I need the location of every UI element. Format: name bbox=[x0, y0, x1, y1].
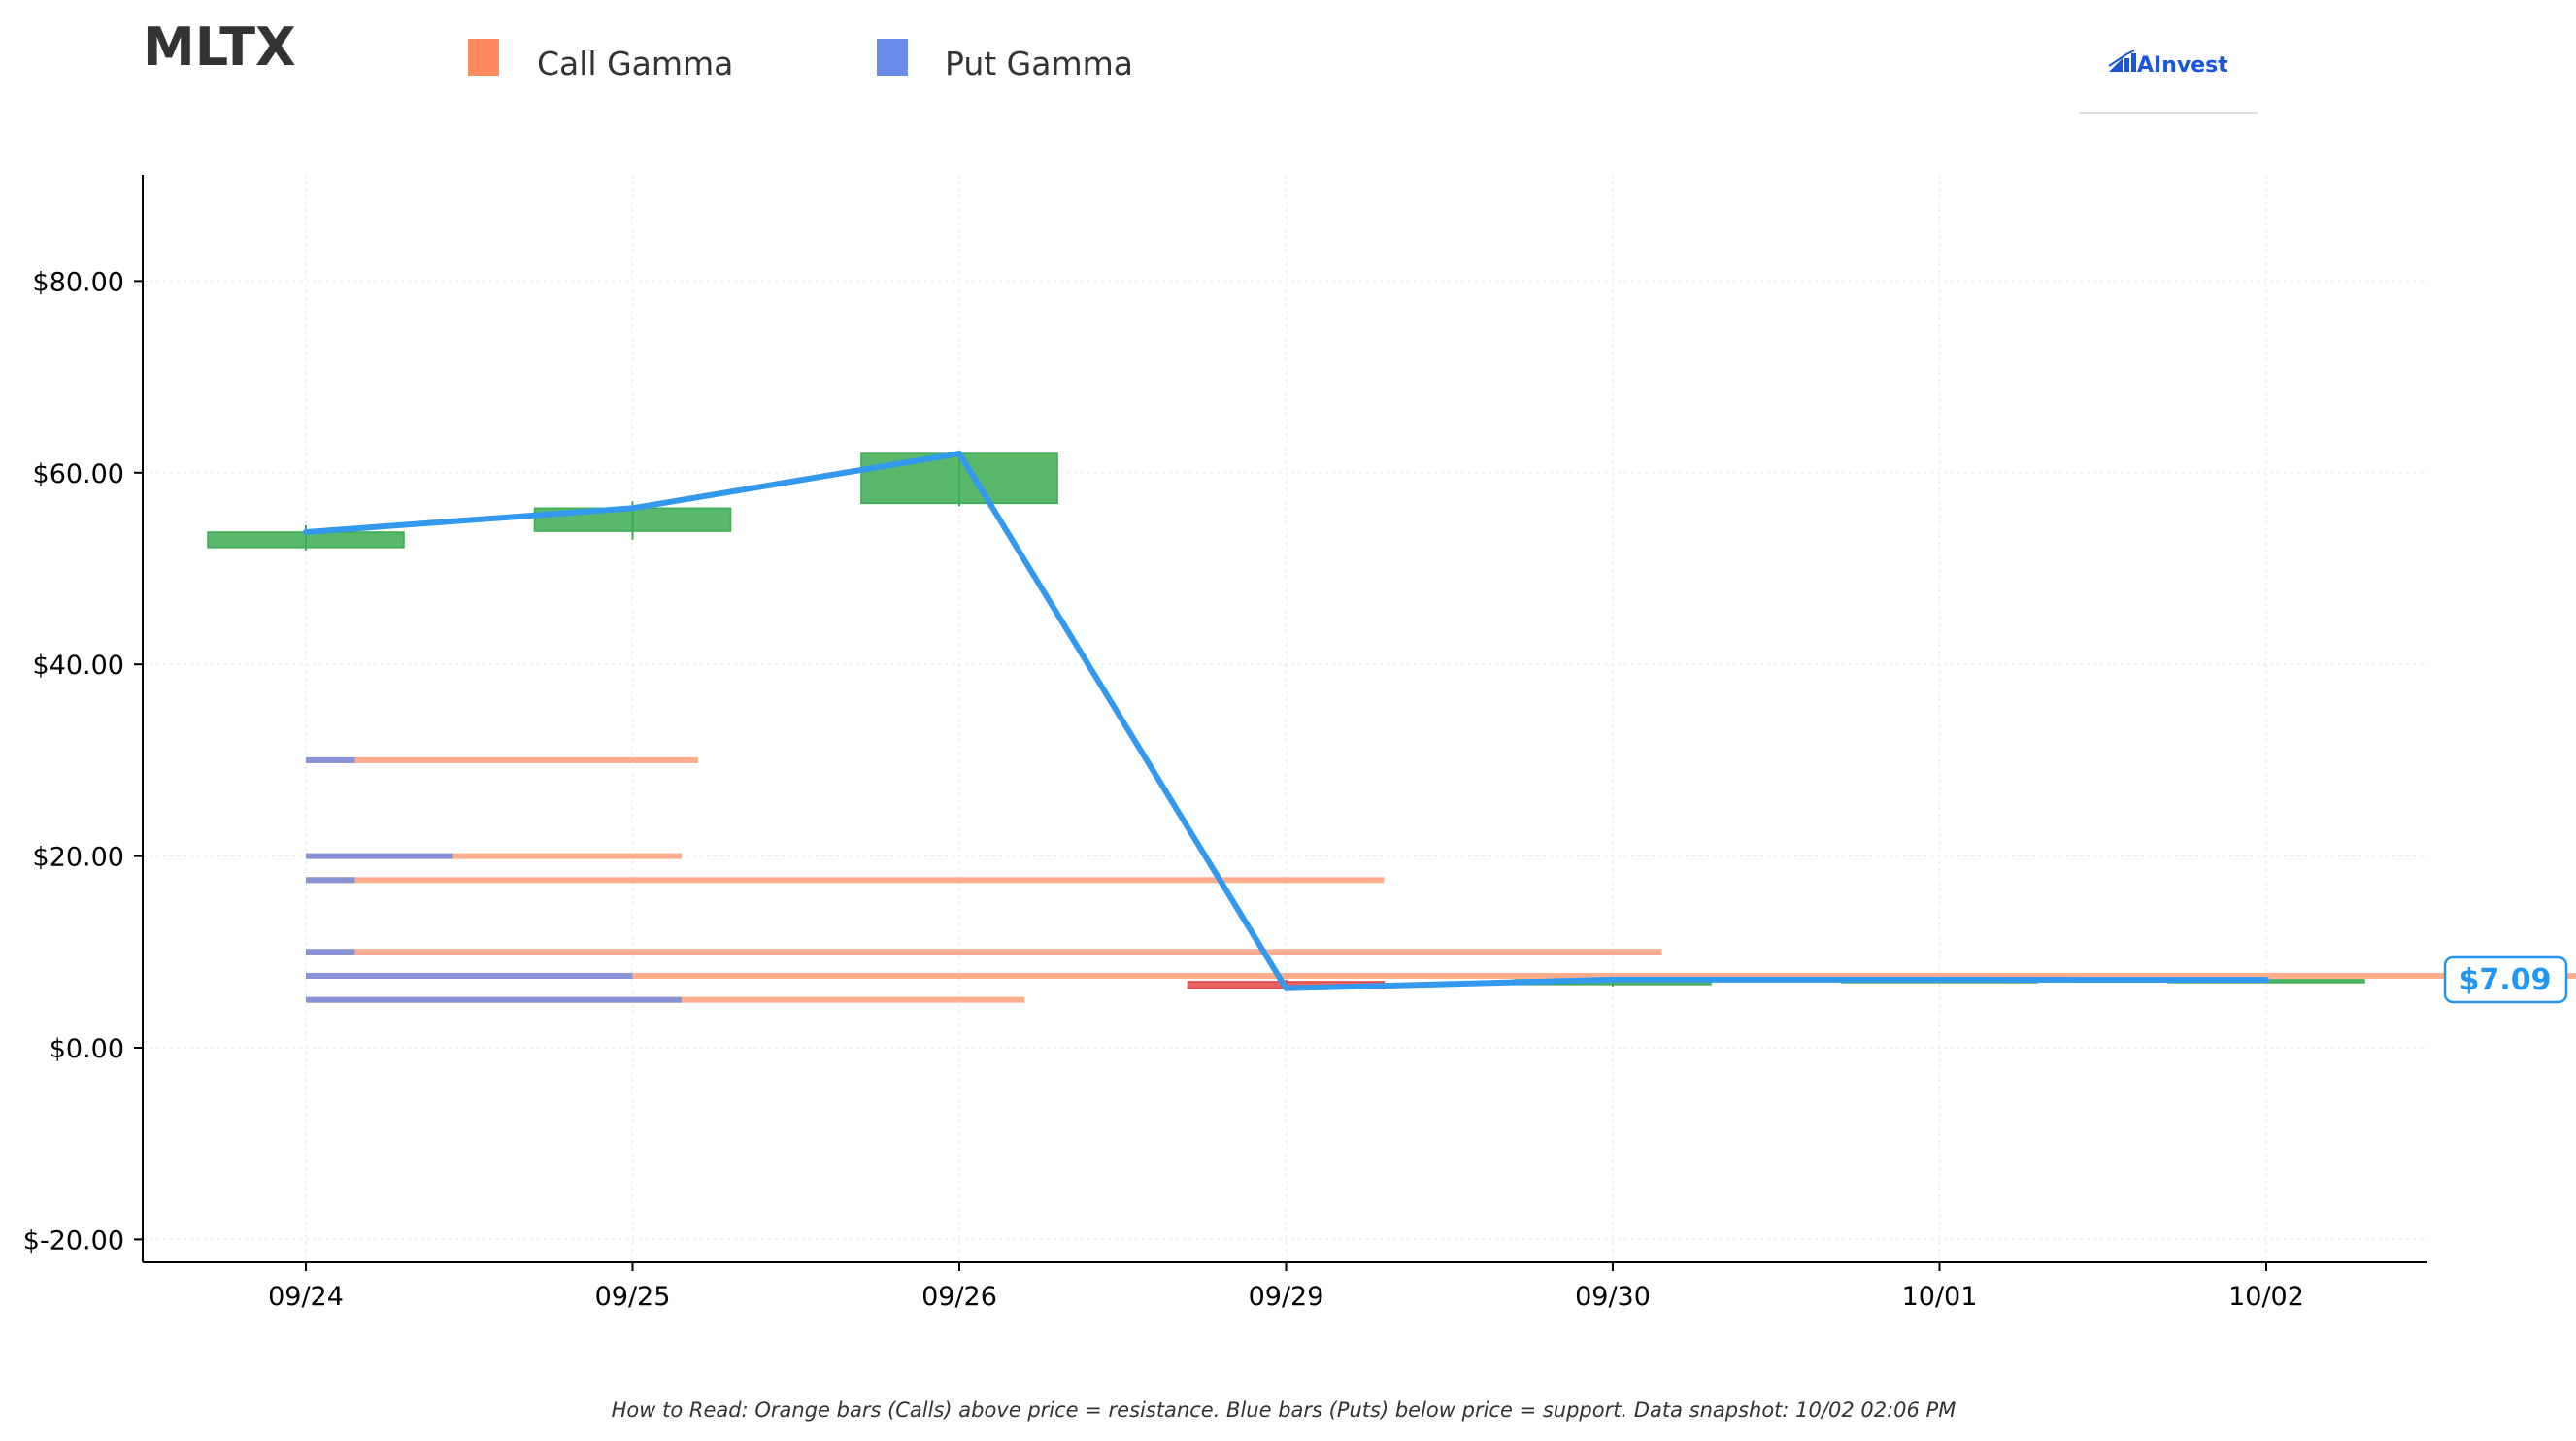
call-gamma-bar-3 bbox=[306, 949, 1662, 955]
y-tick-label-2: $20.00 bbox=[33, 843, 124, 873]
put-gamma-bar-1 bbox=[306, 853, 453, 859]
x-tick-label-0: 09/24 bbox=[268, 1282, 344, 1312]
put-gamma-bar-0 bbox=[306, 756, 355, 763]
call-gamma-bar-1 bbox=[306, 853, 682, 859]
y-axis-ticks: $-20.00 $0.00 $20.00 $40.00 $60.00 $80.00 bbox=[23, 267, 143, 1256]
brand-name: AInvest bbox=[2137, 53, 2228, 78]
axes bbox=[142, 175, 2427, 1263]
y-tick-label-4: $60.00 bbox=[33, 459, 124, 489]
x-tick-label-6: 10/02 bbox=[2228, 1282, 2304, 1312]
x-tick-label-1: 09/25 bbox=[595, 1282, 671, 1312]
plot-grid bbox=[143, 175, 2427, 1262]
y-tick-label-5: $80.00 bbox=[33, 267, 124, 297]
legend-call-label: Call Gamma bbox=[537, 45, 733, 83]
y-tick-label-1: $0.00 bbox=[50, 1034, 124, 1064]
call-gamma-bar-2 bbox=[306, 877, 1385, 884]
x-tick-label-4: 09/30 bbox=[1575, 1282, 1651, 1312]
put-gamma-bar-4 bbox=[306, 972, 633, 979]
put-gamma-bar-3 bbox=[306, 949, 355, 955]
put-gamma-bar-2 bbox=[306, 877, 355, 884]
ainvest-logo-icon bbox=[2108, 50, 2136, 72]
x-axis-ticks: 09/24 09/25 09/26 09/29 09/30 10/01 10/02 bbox=[268, 1262, 2304, 1312]
candle-body-2 bbox=[860, 452, 1058, 505]
price-line-layer bbox=[303, 451, 2269, 991]
call-gamma-bar-0 bbox=[306, 756, 698, 763]
legend-call-swatch bbox=[468, 39, 499, 76]
x-tick-label-5: 10/01 bbox=[1902, 1282, 1978, 1312]
current-price-label: $7.09 bbox=[2459, 963, 2552, 997]
y-tick-label-0: $-20.00 bbox=[23, 1225, 124, 1256]
call-gamma-bar-4 bbox=[306, 972, 2576, 979]
x-tick-label-3: 09/29 bbox=[1249, 1282, 1324, 1312]
footer-note: How to Read: Orange bars (Calls) above p… bbox=[612, 1398, 1957, 1422]
ticker-title: MLTX bbox=[143, 17, 296, 78]
gamma-bars bbox=[306, 756, 2576, 1003]
put-gamma-bar-5 bbox=[306, 996, 682, 1003]
x-tick-label-2: 09/26 bbox=[921, 1282, 997, 1312]
legend-put-swatch bbox=[877, 39, 908, 76]
legend-put-label: Put Gamma bbox=[945, 45, 1133, 83]
current-price-badge: $7.09 bbox=[2443, 955, 2568, 1004]
y-tick-label-3: $40.00 bbox=[33, 651, 124, 681]
price-line bbox=[303, 451, 2269, 991]
